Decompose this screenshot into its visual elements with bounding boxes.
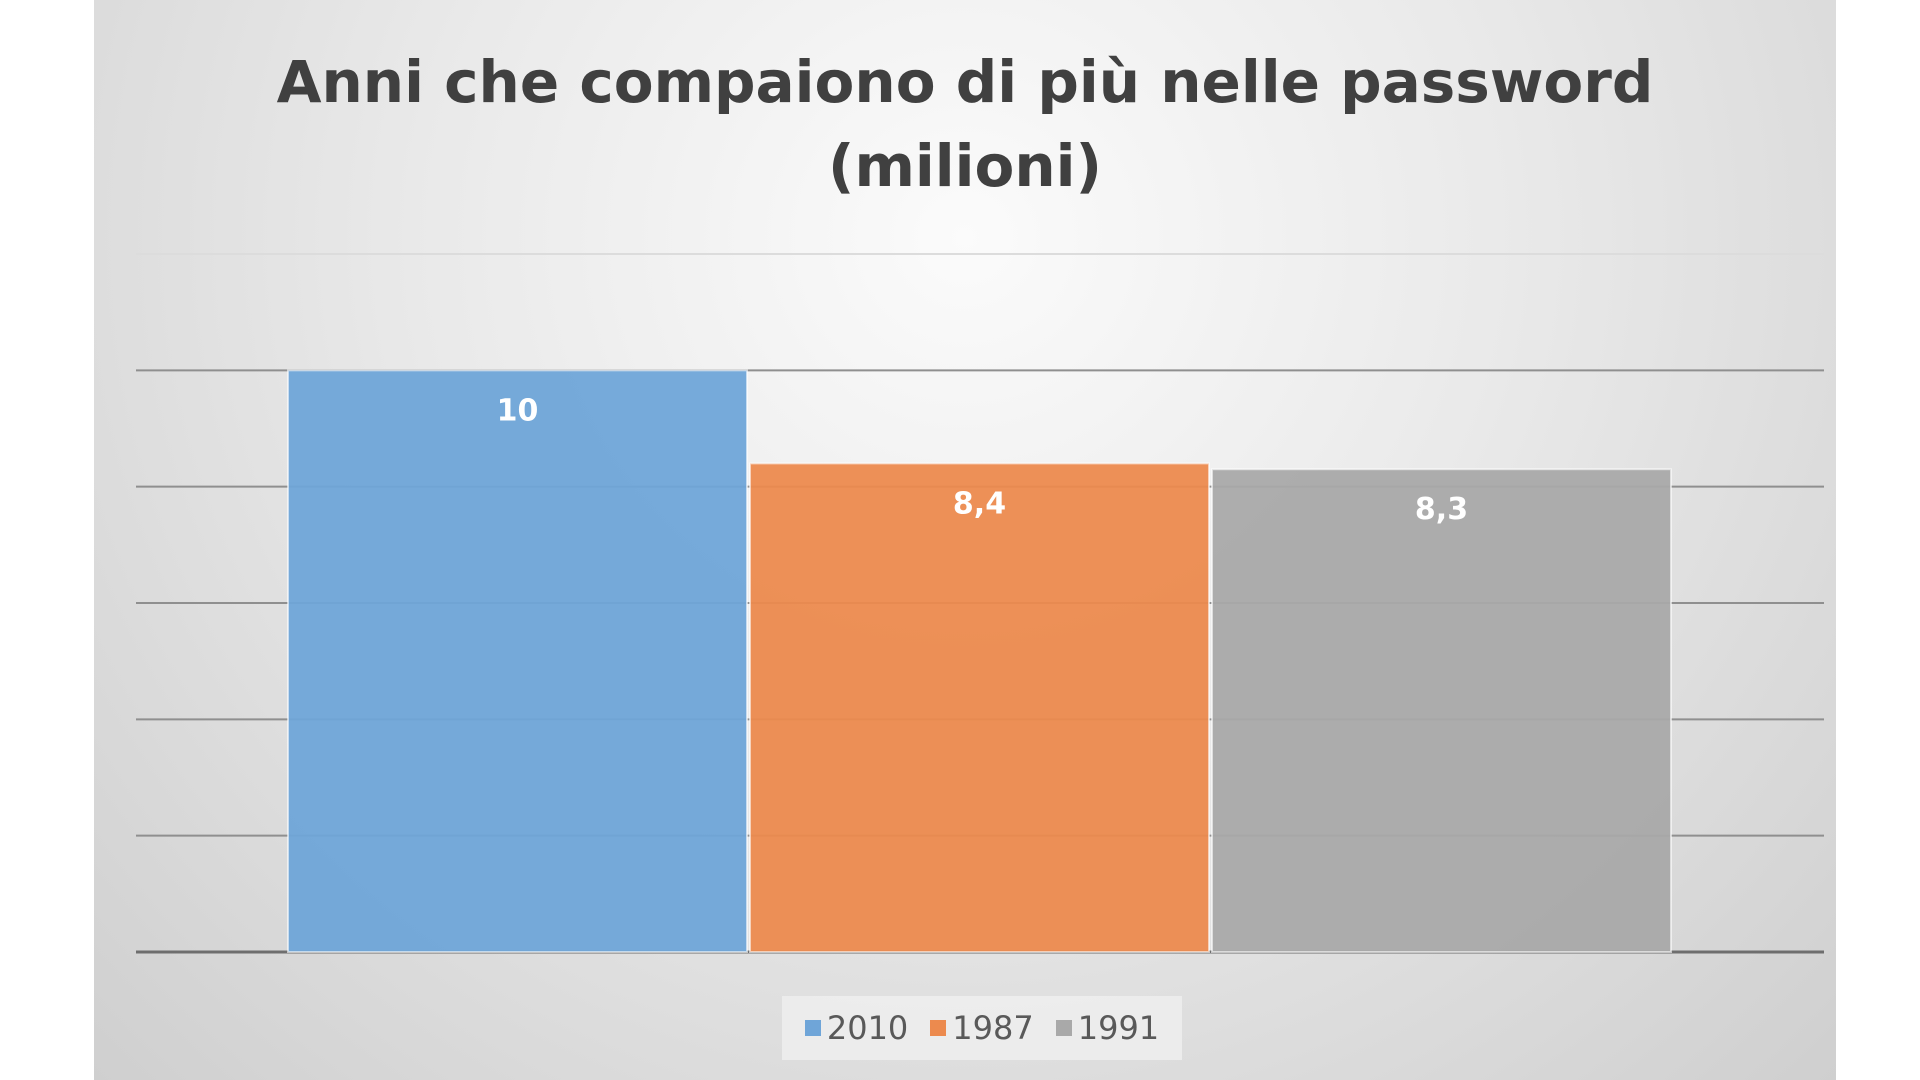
- legend-item-1991: 1991: [1055, 1009, 1160, 1047]
- bar-chart-plot: 10 8,4 8,3: [136, 253, 1824, 954]
- legend-swatch-1991: [1055, 1020, 1072, 1036]
- legend-item-1987: 1987: [930, 1009, 1034, 1047]
- bar-2010: [287, 369, 748, 954]
- chart-legend: 2010 1987 1991: [782, 996, 1182, 1060]
- data-label-1987: 8,4: [953, 486, 1006, 521]
- legend-label-1987: 1987: [952, 1009, 1034, 1047]
- bar-1987: [749, 462, 1210, 953]
- legend-swatch-2010: [804, 1020, 821, 1036]
- data-label-1991: 8,3: [1415, 492, 1468, 527]
- legend-swatch-1987: [930, 1020, 947, 1036]
- legend-label-1991: 1991: [1077, 1009, 1160, 1047]
- bar-1991: [1211, 468, 1672, 953]
- legend-label-2010: 2010: [826, 1009, 909, 1047]
- chart-title: Anni che compaiono di più nelle password…: [94, 40, 1836, 208]
- chart-title-line-2: (milioni): [827, 132, 1103, 200]
- chart-panel: Anni che compaiono di più nelle password…: [94, 0, 1836, 1080]
- legend-item-2010: 2010: [804, 1009, 909, 1047]
- chart-title-line-1: Anni che compaiono di più nelle password: [276, 48, 1654, 116]
- data-label-2010: 10: [497, 393, 539, 428]
